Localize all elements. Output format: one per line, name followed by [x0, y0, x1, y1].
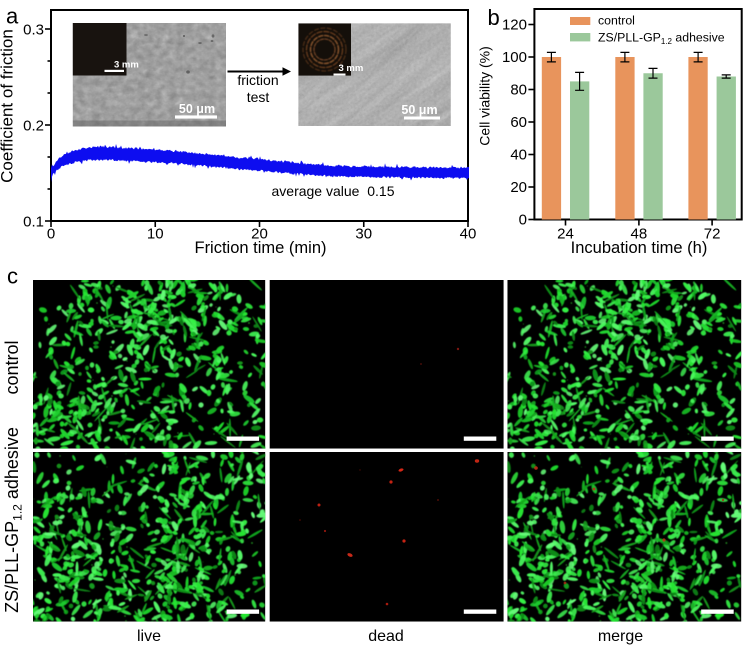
- svg-text:a: a: [6, 4, 19, 29]
- svg-text:30: 30: [355, 226, 372, 243]
- svg-text:Friction time (min): Friction time (min): [194, 239, 326, 257]
- svg-text:ZS/PLL-GP1.2 adhesive: ZS/PLL-GP1.2 adhesive: [2, 427, 24, 613]
- svg-text:50 μm: 50 μm: [401, 103, 437, 117]
- svg-text:24: 24: [557, 226, 574, 243]
- svg-text:48: 48: [631, 226, 648, 243]
- svg-text:60: 60: [510, 114, 527, 131]
- svg-text:average value 0.15: average value 0.15: [272, 183, 395, 199]
- svg-text:3 mm: 3 mm: [339, 63, 364, 74]
- svg-text:dead: dead: [368, 628, 404, 645]
- svg-text:0: 0: [519, 212, 527, 229]
- svg-text:friction: friction: [237, 72, 278, 88]
- svg-text:100: 100: [502, 49, 527, 66]
- svg-text:merge: merge: [598, 628, 643, 645]
- svg-text:120: 120: [502, 17, 527, 34]
- svg-text:c: c: [7, 264, 18, 289]
- svg-text:40: 40: [460, 226, 477, 243]
- svg-text:50 μm: 50 μm: [179, 102, 215, 116]
- svg-text:control: control: [598, 14, 635, 28]
- svg-text:20: 20: [251, 226, 268, 243]
- svg-text:20: 20: [510, 179, 527, 196]
- svg-text:control: control: [2, 340, 22, 394]
- svg-text:0: 0: [47, 226, 55, 243]
- svg-text:Cell viability (%): Cell viability (%): [477, 46, 493, 146]
- svg-text:80: 80: [510, 82, 527, 99]
- svg-text:72: 72: [704, 226, 721, 243]
- svg-text:10: 10: [147, 226, 164, 243]
- svg-text:b: b: [488, 5, 500, 30]
- svg-text:live: live: [137, 628, 161, 645]
- svg-text:Coefficient of friction: Coefficient of friction: [0, 29, 17, 183]
- svg-text:Incubation time (h): Incubation time (h): [571, 239, 708, 257]
- svg-text:test: test: [247, 89, 270, 105]
- svg-text:0.3: 0.3: [23, 22, 44, 39]
- svg-text:0.1: 0.1: [23, 214, 44, 231]
- svg-text:0.2: 0.2: [23, 118, 44, 135]
- svg-text:3 mm: 3 mm: [114, 60, 139, 71]
- svg-text:ZS/PLL-GP1.2 adhesive: ZS/PLL-GP1.2 adhesive: [598, 31, 725, 47]
- svg-text:40: 40: [510, 147, 527, 164]
